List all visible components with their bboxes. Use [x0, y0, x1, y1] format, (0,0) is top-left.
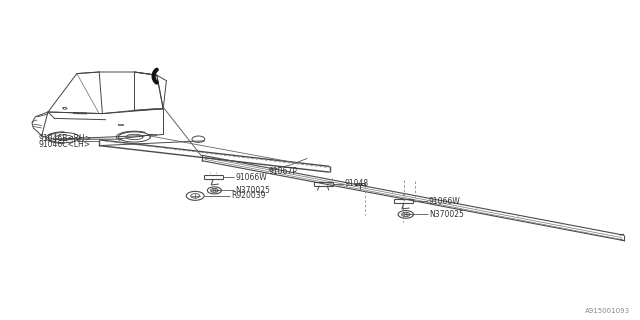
Text: 91067P: 91067P [269, 167, 298, 176]
Text: 91046C<LH>: 91046C<LH> [38, 140, 90, 148]
Text: 91048: 91048 [345, 179, 369, 188]
Text: N370025: N370025 [236, 186, 270, 195]
Circle shape [192, 136, 205, 142]
Circle shape [186, 191, 204, 200]
Text: A915001093: A915001093 [585, 308, 630, 314]
Text: 91066W: 91066W [236, 173, 268, 182]
Text: R920039: R920039 [232, 191, 266, 200]
Text: N370025: N370025 [429, 210, 463, 219]
Text: 91046B<RH>: 91046B<RH> [38, 134, 92, 143]
Circle shape [207, 187, 221, 194]
Circle shape [398, 211, 413, 218]
Text: 91066W: 91066W [429, 197, 461, 206]
